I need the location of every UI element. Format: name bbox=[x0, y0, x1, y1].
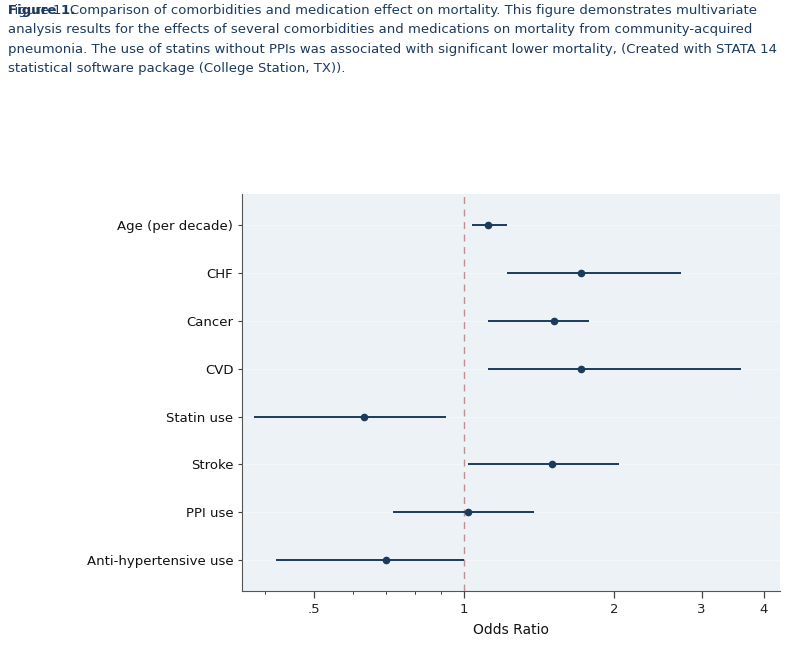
Text: Figure 1.: Figure 1. bbox=[0, 656, 1, 657]
Text: Figure 1. Comparison of comorbidities and medication effect on mortality. This f: Figure 1. Comparison of comorbidities an… bbox=[8, 4, 777, 75]
X-axis label: Odds Ratio: Odds Ratio bbox=[473, 623, 549, 637]
Text: Figure 1.: Figure 1. bbox=[8, 4, 75, 16]
Text: Figure 1. Comparison of comorbidities and medication effect on mortality. This f: Figure 1. Comparison of comorbidities an… bbox=[0, 656, 1, 657]
